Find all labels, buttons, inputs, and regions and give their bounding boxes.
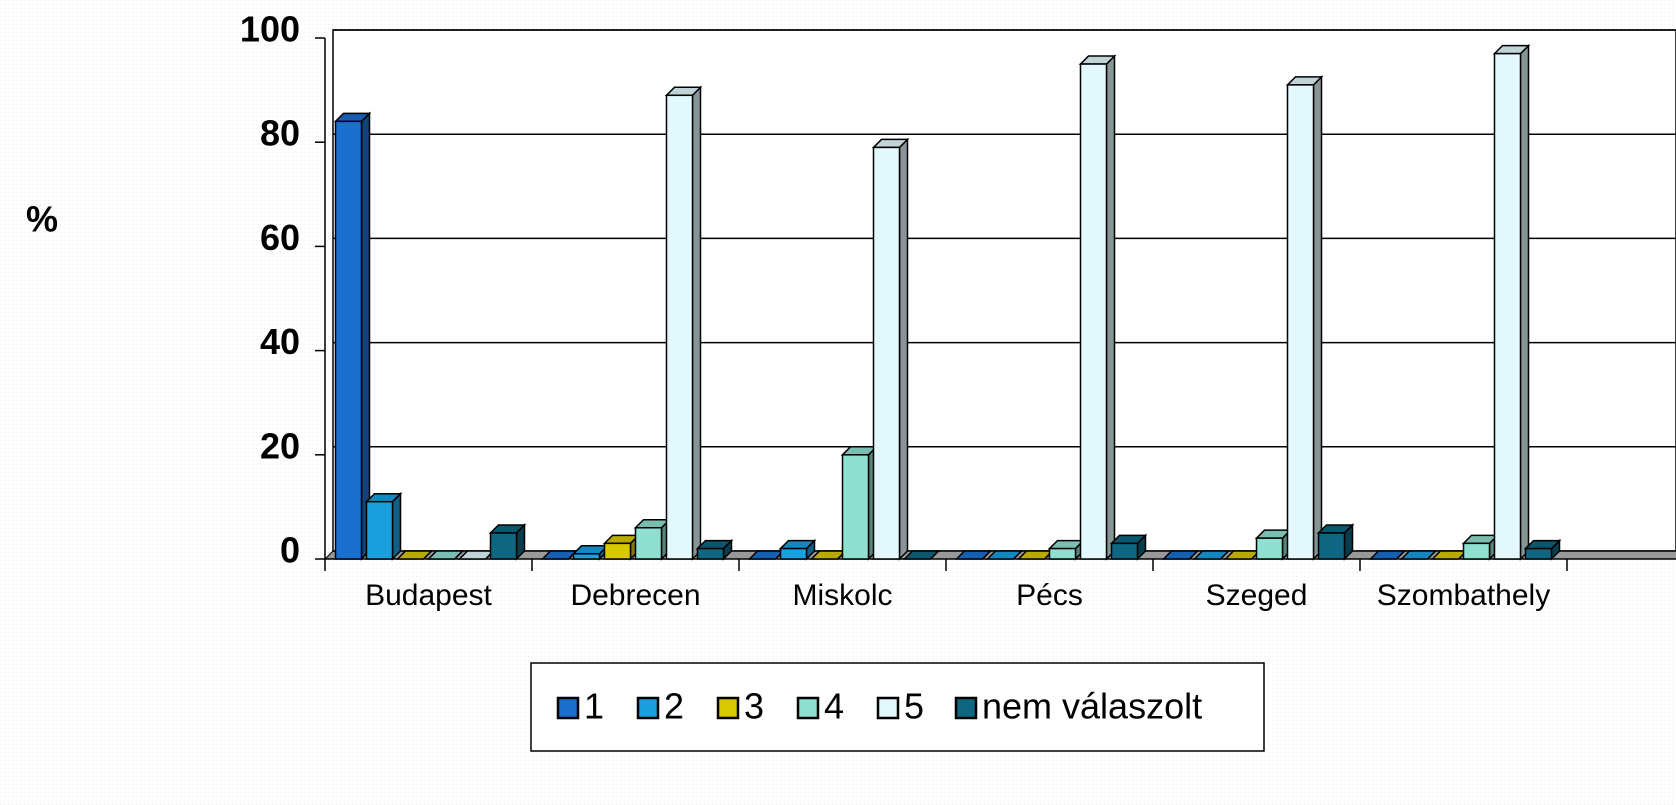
bar bbox=[571, 543, 610, 561]
bar bbox=[778, 538, 817, 561]
y-tick-label: 40 bbox=[260, 321, 300, 362]
bar bbox=[695, 538, 734, 561]
legend-label: 1 bbox=[584, 686, 604, 727]
bar bbox=[1192, 550, 1231, 560]
legend-label: 5 bbox=[904, 686, 924, 727]
x-tick-label: Budapest bbox=[365, 579, 492, 612]
legend-swatch bbox=[556, 696, 580, 720]
legend-swatch bbox=[954, 696, 978, 720]
legend-label: 4 bbox=[824, 686, 844, 727]
bar bbox=[1285, 75, 1324, 561]
x-tick-label: Debrecen bbox=[570, 579, 700, 612]
bar bbox=[488, 523, 527, 561]
bar bbox=[1078, 54, 1117, 561]
x-tick-label: Miskolc bbox=[792, 579, 892, 612]
bar bbox=[1316, 523, 1355, 561]
bar bbox=[633, 517, 672, 561]
bar bbox=[1109, 533, 1148, 561]
y-tick-label: 100 bbox=[240, 9, 300, 50]
bar bbox=[985, 550, 1024, 560]
legend-label: 2 bbox=[664, 686, 684, 727]
bar bbox=[871, 137, 910, 561]
x-tick-label: Szeged bbox=[1206, 579, 1308, 612]
bar bbox=[1161, 550, 1200, 560]
y-tick-label: 0 bbox=[280, 530, 300, 571]
legend-label: nem válaszolt bbox=[982, 686, 1202, 727]
bar bbox=[1461, 533, 1500, 561]
back-wall bbox=[332, 29, 1676, 552]
legend-label: 3 bbox=[744, 686, 764, 727]
bar bbox=[954, 550, 993, 560]
legend-swatch bbox=[796, 696, 820, 720]
bar bbox=[333, 111, 372, 561]
bar bbox=[840, 444, 879, 561]
bar bbox=[1492, 43, 1531, 561]
bar bbox=[902, 550, 941, 560]
bar bbox=[602, 533, 641, 561]
y-axis-label: % bbox=[26, 199, 58, 240]
bar bbox=[664, 85, 703, 561]
bar bbox=[1047, 538, 1086, 561]
bar bbox=[395, 550, 434, 560]
bar bbox=[1368, 550, 1407, 560]
legend-swatch bbox=[636, 696, 660, 720]
legend-swatch bbox=[876, 696, 900, 720]
bar bbox=[364, 491, 403, 561]
bar bbox=[1254, 528, 1293, 561]
bar bbox=[1523, 538, 1562, 561]
x-tick-label: Szombathely bbox=[1377, 579, 1550, 612]
y-tick-label: 80 bbox=[260, 113, 300, 154]
y-tick-label: 20 bbox=[260, 425, 300, 466]
x-tick-label: Pécs bbox=[1016, 579, 1083, 612]
bar bbox=[426, 550, 465, 560]
legend-swatch bbox=[716, 696, 740, 720]
bar bbox=[1399, 550, 1438, 560]
y-tick-label: 60 bbox=[260, 217, 300, 258]
